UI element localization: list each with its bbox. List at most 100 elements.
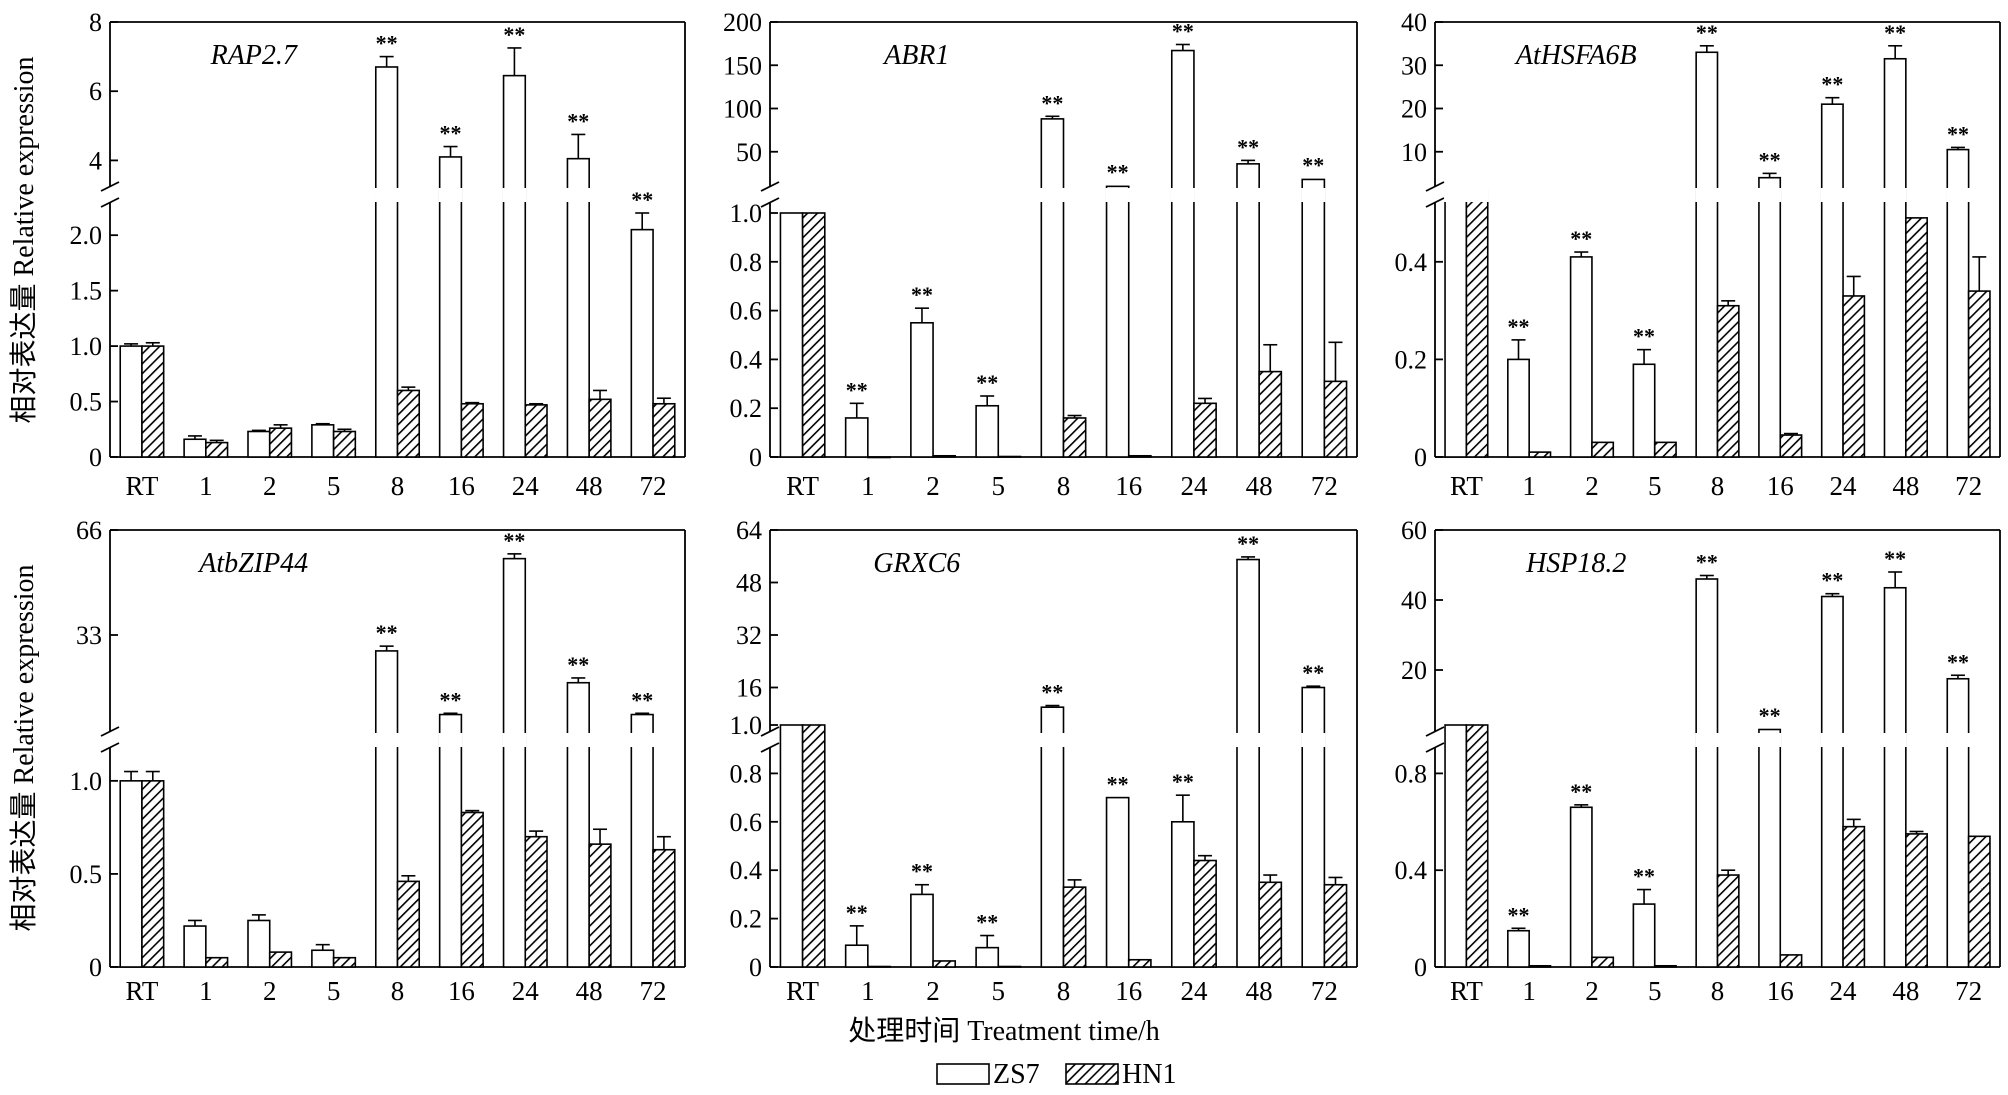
significance-label: ** [1237, 134, 1259, 159]
bar-hn1-72 [1967, 290, 1991, 458]
bar-zs7-24 [502, 557, 527, 968]
axis-break-mark [100, 181, 120, 192]
bar-zs7-8 [1695, 578, 1719, 968]
x-tick-label: 5 [327, 976, 341, 1006]
significance-label: ** [1759, 147, 1781, 172]
gene-title: ABR1 [882, 40, 949, 71]
legend-zs7-swatch [936, 1063, 990, 1085]
x-tick-label: 48 [1892, 976, 1919, 1006]
y-tick-label: 48 [736, 569, 762, 598]
significance-label: ** [440, 687, 462, 712]
chart-panel-abr1: 0 0.2 0.4 0.6 0.8 1.0 50 100 150 200 ABR1 RT 1 ** 2 ** 5… [723, 8, 1358, 501]
x-tick-label: 24 [512, 471, 540, 501]
y-tick-label: 0 [1414, 953, 1427, 982]
bar-zs7-RT [779, 212, 804, 458]
x-tick-label: 48 [1246, 471, 1273, 501]
legend-hn1-swatch [1065, 1063, 1119, 1085]
bar-zs7-1 [844, 417, 869, 458]
y-tick-label: 0.2 [730, 394, 763, 423]
x-tick-label: 8 [1057, 976, 1071, 1006]
bar-hn1-2 [268, 427, 293, 458]
x-tick-label: RT [125, 976, 158, 1006]
y-tick-label: 0.6 [730, 808, 763, 837]
x-tick-label: 16 [448, 976, 475, 1006]
bar-hn1-1 [867, 456, 891, 459]
axis-break-mark [760, 197, 780, 208]
bar-zs7-48 [566, 681, 590, 968]
y-tick-label: 0.4 [1395, 248, 1428, 277]
bar-hn1-8 [1716, 304, 1740, 458]
significance-label: ** [1570, 226, 1592, 251]
significance-label: ** [503, 22, 525, 47]
axis-break-mark [100, 742, 120, 753]
y-tick-label: 0 [1414, 443, 1427, 472]
bar-break-gap [374, 188, 399, 202]
x-tick-label: 48 [1892, 471, 1919, 501]
bar-break-gap [502, 733, 527, 747]
y-tick-label: 4 [89, 146, 102, 175]
y-tick-label: 1.0 [730, 199, 763, 228]
bar-zs7-5 [1632, 363, 1656, 458]
significance-label: ** [976, 910, 998, 935]
bar-zs7-1 [183, 925, 207, 968]
x-tick-label: RT [786, 976, 819, 1006]
y-tick-label: 0.8 [730, 759, 763, 788]
significance-label: ** [1821, 568, 1843, 593]
x-tick-label: RT [786, 471, 819, 501]
x-tick-label: RT [125, 471, 158, 501]
x-tick-label: 24 [1830, 976, 1858, 1006]
axis-break-mark [100, 197, 120, 208]
x-axis-title: 处理时间 Treatment time/h [848, 1015, 1160, 1047]
y-tick-label: 10 [1401, 138, 1427, 167]
bar-zs7-72 [630, 713, 654, 968]
bar-hn1-8 [1062, 886, 1087, 968]
y-tick-label: 100 [723, 95, 762, 124]
bar-zs7-8 [1695, 51, 1719, 458]
y-tick-label: 8 [89, 8, 102, 37]
x-tick-label: 72 [1311, 471, 1338, 501]
bar-zs7-5 [975, 946, 1000, 968]
significance-label: ** [1884, 20, 1906, 45]
bar-zs7-24 [1820, 103, 1844, 458]
chart-panel-hsp18-2: 0 0.4 0.8 20 40 60 HSP18.2 RT 1 ** 2 ** 5 ** 8 ** 16 ** 24… [1395, 516, 2001, 1006]
bar-zs7-16 [1105, 796, 1130, 968]
bar-hn1-2 [1591, 956, 1615, 968]
significance-label: ** [1821, 72, 1843, 97]
bar-hn1-16 [1127, 958, 1152, 968]
bar-hn1-48 [1905, 217, 1928, 458]
bar-hn1-24 [524, 835, 548, 968]
bar-zs7-RT [1444, 724, 1468, 968]
significance-label: ** [440, 121, 462, 146]
bar-zs7-16 [1105, 185, 1130, 458]
bar-zs7-RT [779, 724, 804, 968]
bar-break-gap [1695, 188, 1719, 202]
y-tick-label: 1.5 [70, 277, 103, 306]
bar-hn1-24 [1842, 295, 1866, 458]
bar-break-gap [1465, 188, 1489, 202]
bar-hn1-1 [1528, 964, 1552, 968]
x-tick-label: RT [1450, 471, 1483, 501]
bar-zs7-8 [374, 650, 399, 968]
bar-break-gap [1040, 188, 1065, 202]
bar-zs7-72 [630, 228, 654, 458]
significance-label: ** [376, 31, 398, 56]
y-tick-label: 1.0 [730, 711, 763, 740]
significance-label: ** [1947, 121, 1969, 146]
bar-zs7-16 [1758, 728, 1782, 968]
x-tick-label: 72 [640, 471, 667, 501]
bar-zs7-1 [1507, 929, 1530, 968]
gene-title: GRXC6 [873, 548, 960, 579]
y-tick-label: 20 [1401, 95, 1427, 124]
axis-break-mark [100, 726, 120, 737]
bar-zs7-72 [1301, 178, 1326, 458]
significance-label: ** [567, 652, 589, 677]
bar-zs7-24 [502, 74, 527, 458]
bar-break-gap [438, 733, 463, 747]
significance-label: ** [1633, 324, 1655, 349]
bar-zs7-16 [1758, 176, 1782, 458]
significance-label: ** [1107, 772, 1129, 797]
bar-zs7-1 [1507, 358, 1530, 458]
chart-panel-grxc6: 0 0.2 0.4 0.6 0.8 1.0 16 32 48 64 GRXC6 RT 1 ** 2 ** 5 **… [730, 516, 1358, 1006]
y-tick-label: 30 [1401, 51, 1427, 80]
bar-zs7-2 [910, 893, 934, 968]
